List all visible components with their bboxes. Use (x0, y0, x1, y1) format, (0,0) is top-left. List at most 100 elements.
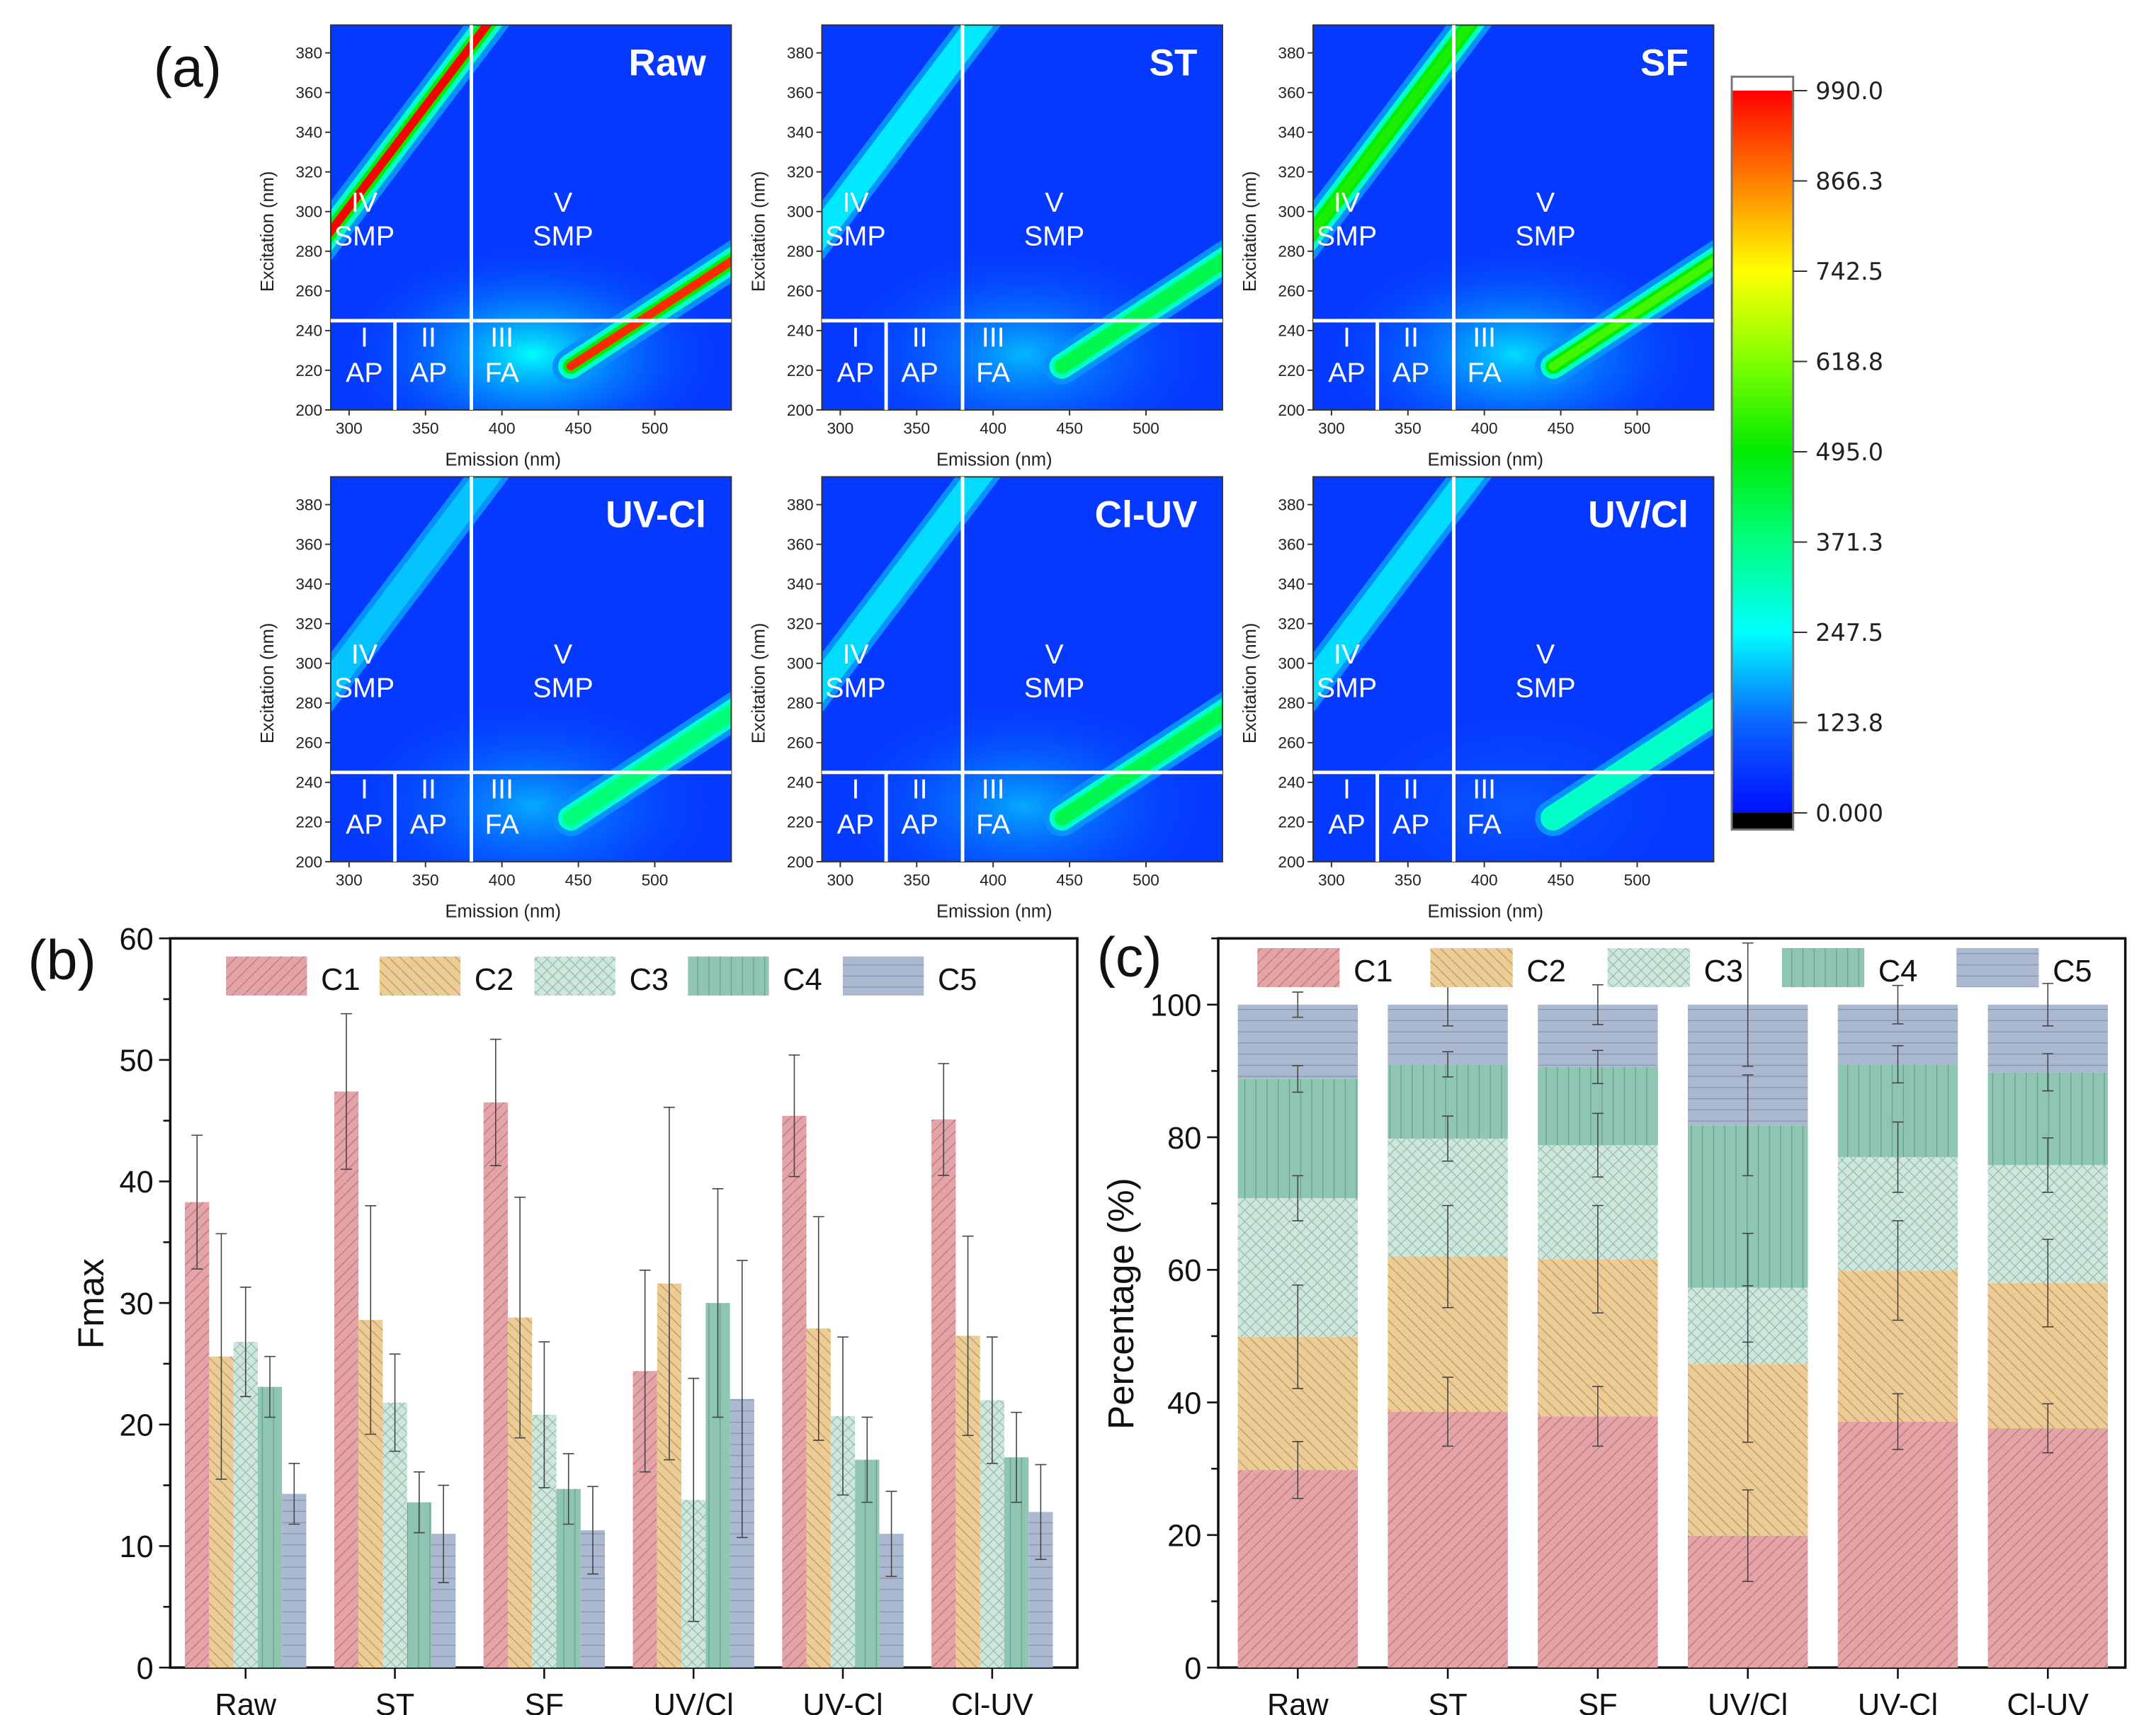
fmax-bar-chart: 0 10 20 30 40 50 60 Raw ST SF UV/Cl UV-Cl Cl-UV C1 C2 C… (71, 923, 1079, 1715)
colorbar-gradient (1732, 90, 1793, 813)
y-tick-label: 340 (295, 123, 322, 142)
colorbar-tick-label: 495.0 (1815, 438, 1883, 466)
x-tick-label: 400 (1471, 870, 1498, 889)
stacked-segment-c1-ST (1388, 1411, 1508, 1668)
region-name: AP (410, 358, 448, 389)
legend-swatch-c4 (688, 956, 769, 996)
y-tick-label: 220 (1278, 361, 1305, 380)
region-number: IV (351, 639, 378, 670)
colorbar-under-range (1732, 812, 1793, 830)
stacked-segment-c1-Raw (1237, 1470, 1358, 1668)
y-tick-label: 380 (295, 44, 322, 62)
region-name: SMP (533, 220, 593, 251)
y-tick-label: 300 (787, 654, 814, 673)
x-axis-title: Emission (nm) (445, 902, 561, 922)
x-tick-label: Raw (1267, 1688, 1329, 1715)
x-tick-label: UV/Cl (654, 1688, 734, 1715)
y-tick-label: 220 (787, 361, 814, 380)
stacked-segment-c1-Cl-UV (1987, 1428, 2109, 1668)
x-tick-label: 350 (412, 418, 439, 437)
x-tick-label: UV-Cl (802, 1688, 883, 1715)
y-tick-label: 260 (787, 282, 814, 300)
region-number: II (1403, 773, 1419, 804)
eem-panel-title: SF (1640, 42, 1689, 84)
x-axis-title: Emission (nm) (1428, 450, 1544, 470)
region-name: AP (901, 358, 938, 389)
eem-heatmap (822, 477, 1222, 862)
legend-swatch-c5 (1956, 947, 2039, 988)
y-axis-title: Excitation (nm) (749, 171, 769, 292)
region-number: V (1045, 639, 1064, 670)
y-tick-label: 320 (295, 163, 322, 181)
x-tick-label: 500 (1133, 418, 1159, 437)
y-tick-label: 380 (1278, 44, 1305, 62)
y-tick-label: 380 (295, 496, 322, 514)
x-axis-title: Emission (nm) (936, 450, 1053, 470)
y-tick-label: 220 (1278, 813, 1305, 831)
region-number: V (1045, 187, 1064, 218)
eem-heatmap (822, 25, 1222, 410)
eem-frame (1312, 476, 1715, 862)
y-tick-label: 300 (295, 654, 322, 673)
y-tick-label: 300 (1278, 203, 1305, 221)
region-name: FA (485, 809, 520, 841)
x-tick-label: 500 (1624, 418, 1651, 437)
eem-fluorescence-glow (332, 239, 732, 410)
region-number: I (851, 321, 859, 353)
x-tick-label: Cl-UV (951, 1688, 1033, 1715)
y-tick-label: 200 (787, 853, 814, 871)
second-order-scatter-band (1548, 256, 1714, 371)
eem-heatmap (1312, 25, 1714, 410)
y-tick-label: 240 (1278, 321, 1305, 340)
region-name: AP (837, 358, 875, 389)
bar-c1-ST (334, 1091, 359, 1668)
x-tick-label: SF (1578, 1688, 1617, 1715)
x-tick-label: 500 (1133, 870, 1159, 889)
eem-panel-title: Cl-UV (1095, 494, 1198, 535)
x-tick-label: 500 (642, 870, 669, 889)
legend-label: C4 (1878, 955, 1917, 988)
region-name: FA (485, 358, 520, 389)
y-axis-title: Excitation (nm) (258, 171, 278, 292)
y-axis-title: Fmax (71, 1258, 111, 1349)
x-tick-label: 500 (1624, 870, 1651, 889)
legend-label: C2 (1526, 955, 1565, 988)
legend-label: C5 (2053, 955, 2092, 988)
legend-swatch-c2 (379, 956, 461, 996)
y-tick-label: 220 (295, 813, 322, 831)
y-tick-label: 0 (1184, 1652, 1201, 1686)
second-order-scatter-band (566, 707, 732, 823)
x-tick-label: UV/Cl (1708, 1688, 1788, 1715)
y-tick-label: 260 (295, 734, 322, 752)
y-tick-label: 0 (137, 1652, 154, 1686)
region-name: SMP (334, 220, 395, 251)
region-number: II (1403, 321, 1419, 353)
y-axis-title: Excitation (nm) (749, 623, 769, 744)
colorbar-over-range (1732, 76, 1793, 91)
y-tick-label: 280 (1278, 242, 1305, 261)
x-tick-label: 300 (336, 870, 363, 889)
y-tick-label: 20 (1167, 1520, 1201, 1554)
region-name: AP (1392, 358, 1430, 389)
legend-swatch-c1 (1257, 947, 1340, 988)
plot-frame (1217, 937, 2127, 1669)
y-tick-label: 360 (295, 84, 322, 102)
region-number: V (554, 639, 573, 670)
y-tick-label: 340 (1278, 123, 1305, 142)
colorbar-tick-label: 123.8 (1815, 709, 1883, 736)
colorbar-tick-label: 247.5 (1815, 619, 1883, 646)
y-tick-label: 20 (120, 1409, 154, 1443)
y-tick-label: 300 (295, 203, 322, 221)
percentage-stacked-bar-chart: 0 20 40 60 80 100 Raw ST SF UV/Cl UV-Cl Cl-UV C1 C2 C3… (1101, 937, 2127, 1715)
y-tick-label: 240 (1278, 773, 1305, 792)
colorbar-tick-label: 742.5 (1815, 258, 1883, 285)
x-axis-title: Emission (nm) (936, 902, 1053, 922)
x-tick-label: 400 (489, 870, 516, 889)
y-tick-label: 320 (787, 163, 814, 181)
y-tick-label: 240 (295, 773, 322, 792)
x-tick-label: UV-Cl (1858, 1688, 1938, 1715)
eem-fluorescence-glow (1315, 690, 1714, 862)
